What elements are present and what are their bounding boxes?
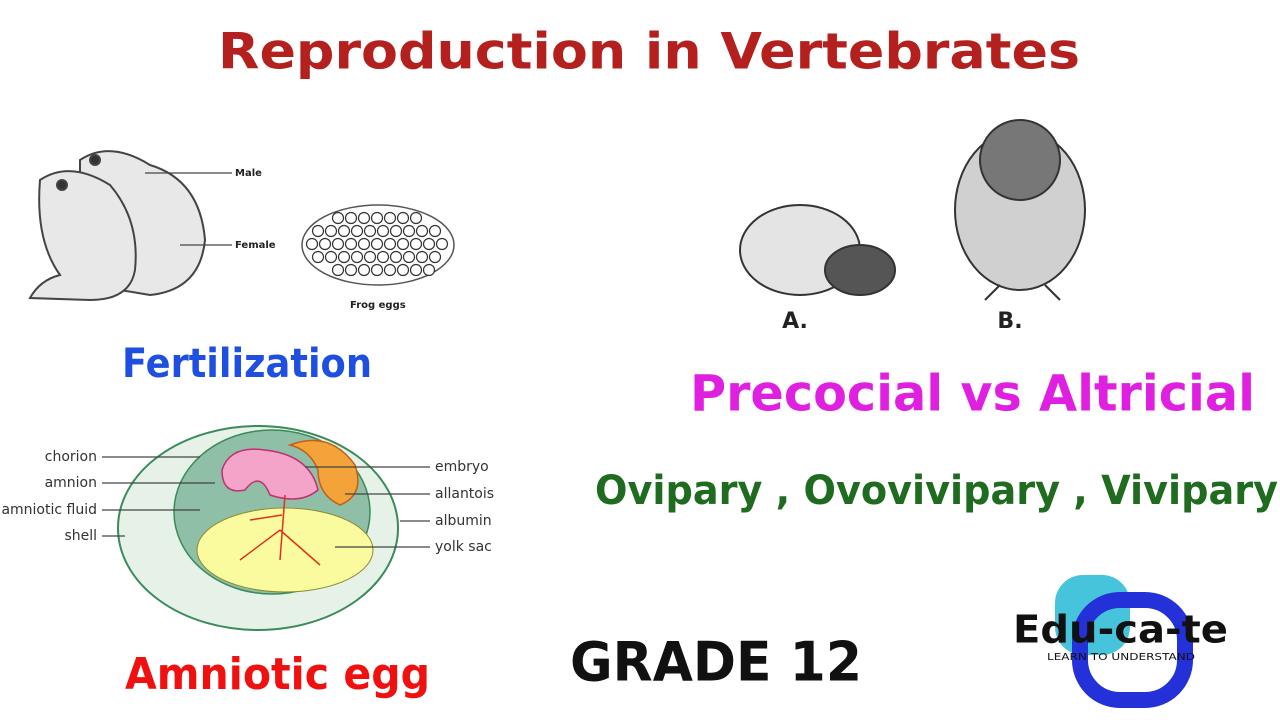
frog-egg	[337, 250, 351, 264]
frog-egg	[357, 263, 371, 277]
subtitle: Ovipary , Ovovivipary , Vivipary	[595, 468, 1278, 514]
frog-egg	[331, 263, 345, 277]
figure-label: B.	[997, 309, 1022, 334]
frog-egg	[305, 237, 319, 251]
egg-label: embryo	[435, 459, 489, 475]
frog-egg	[409, 263, 423, 277]
egg-label: chorion	[45, 449, 97, 465]
egg-label: shell	[64, 528, 97, 544]
egg-label: allantois	[435, 486, 494, 502]
frog-egg	[344, 211, 358, 225]
frog-egg	[428, 224, 442, 238]
frog-egg	[370, 237, 384, 251]
frog-egg	[376, 224, 390, 238]
frog-egg	[363, 250, 377, 264]
frog-egg	[370, 211, 384, 225]
logo-tagline: LEARN TO UNDERSTAND	[1047, 652, 1195, 663]
frog-egg	[383, 237, 397, 251]
frog-egg	[331, 211, 345, 225]
frog-egg	[435, 237, 449, 251]
frog-egg	[422, 263, 436, 277]
frog-egg	[428, 250, 442, 264]
frog-egg	[331, 237, 345, 251]
frog-egg	[396, 263, 410, 277]
frog-egg	[383, 211, 397, 225]
frog-egg	[415, 224, 429, 238]
leader-lines	[102, 456, 430, 548]
figure-label: A.	[782, 309, 808, 334]
frog-egg	[350, 224, 364, 238]
frog-egg	[363, 224, 377, 238]
frog-egg	[357, 211, 371, 225]
frog-egg	[396, 211, 410, 225]
chick-illustration	[739, 119, 1086, 301]
frog-egg	[311, 250, 325, 264]
frog-egg	[344, 263, 358, 277]
figure-label: Female	[235, 240, 276, 251]
figure-label: Frog eggs	[350, 300, 406, 311]
frog-egg	[389, 250, 403, 264]
frog-egg	[311, 224, 325, 238]
egg-diagram	[117, 425, 399, 631]
egg-label: amniotic fluid	[1, 502, 97, 518]
logo-name: Edu-ca-te	[1013, 608, 1228, 652]
frog-egg	[415, 250, 429, 264]
frog-egg	[350, 250, 364, 264]
grade: GRADE 12	[570, 631, 862, 694]
title: Reproduction in Vertebrates	[218, 23, 1080, 81]
caption: Amniotic egg	[125, 649, 430, 700]
frog-egg	[402, 224, 416, 238]
frog-egg	[324, 224, 338, 238]
frog-egg	[409, 211, 423, 225]
frog-egg	[383, 263, 397, 277]
frog-egg	[318, 237, 332, 251]
frog-egg	[324, 250, 338, 264]
figure-label: Male	[235, 168, 262, 179]
frog-egg	[357, 237, 371, 251]
egg-label: yolk sac	[435, 539, 492, 555]
egg-label: amnion	[45, 475, 97, 491]
frog-egg	[389, 224, 403, 238]
frog-eggs	[305, 211, 449, 277]
frog-egg	[337, 224, 351, 238]
frog-egg	[396, 237, 410, 251]
frog-egg	[344, 237, 358, 251]
caption: Precocial vs Altricial	[690, 365, 1255, 423]
caption: Fertilization	[122, 341, 372, 387]
frog-egg	[376, 250, 390, 264]
frog-egg	[370, 263, 384, 277]
frog-egg	[409, 237, 423, 251]
logo	[1055, 575, 1193, 708]
frog-egg	[422, 237, 436, 251]
frog-egg	[402, 250, 416, 264]
egg-label: albumin	[435, 513, 492, 529]
